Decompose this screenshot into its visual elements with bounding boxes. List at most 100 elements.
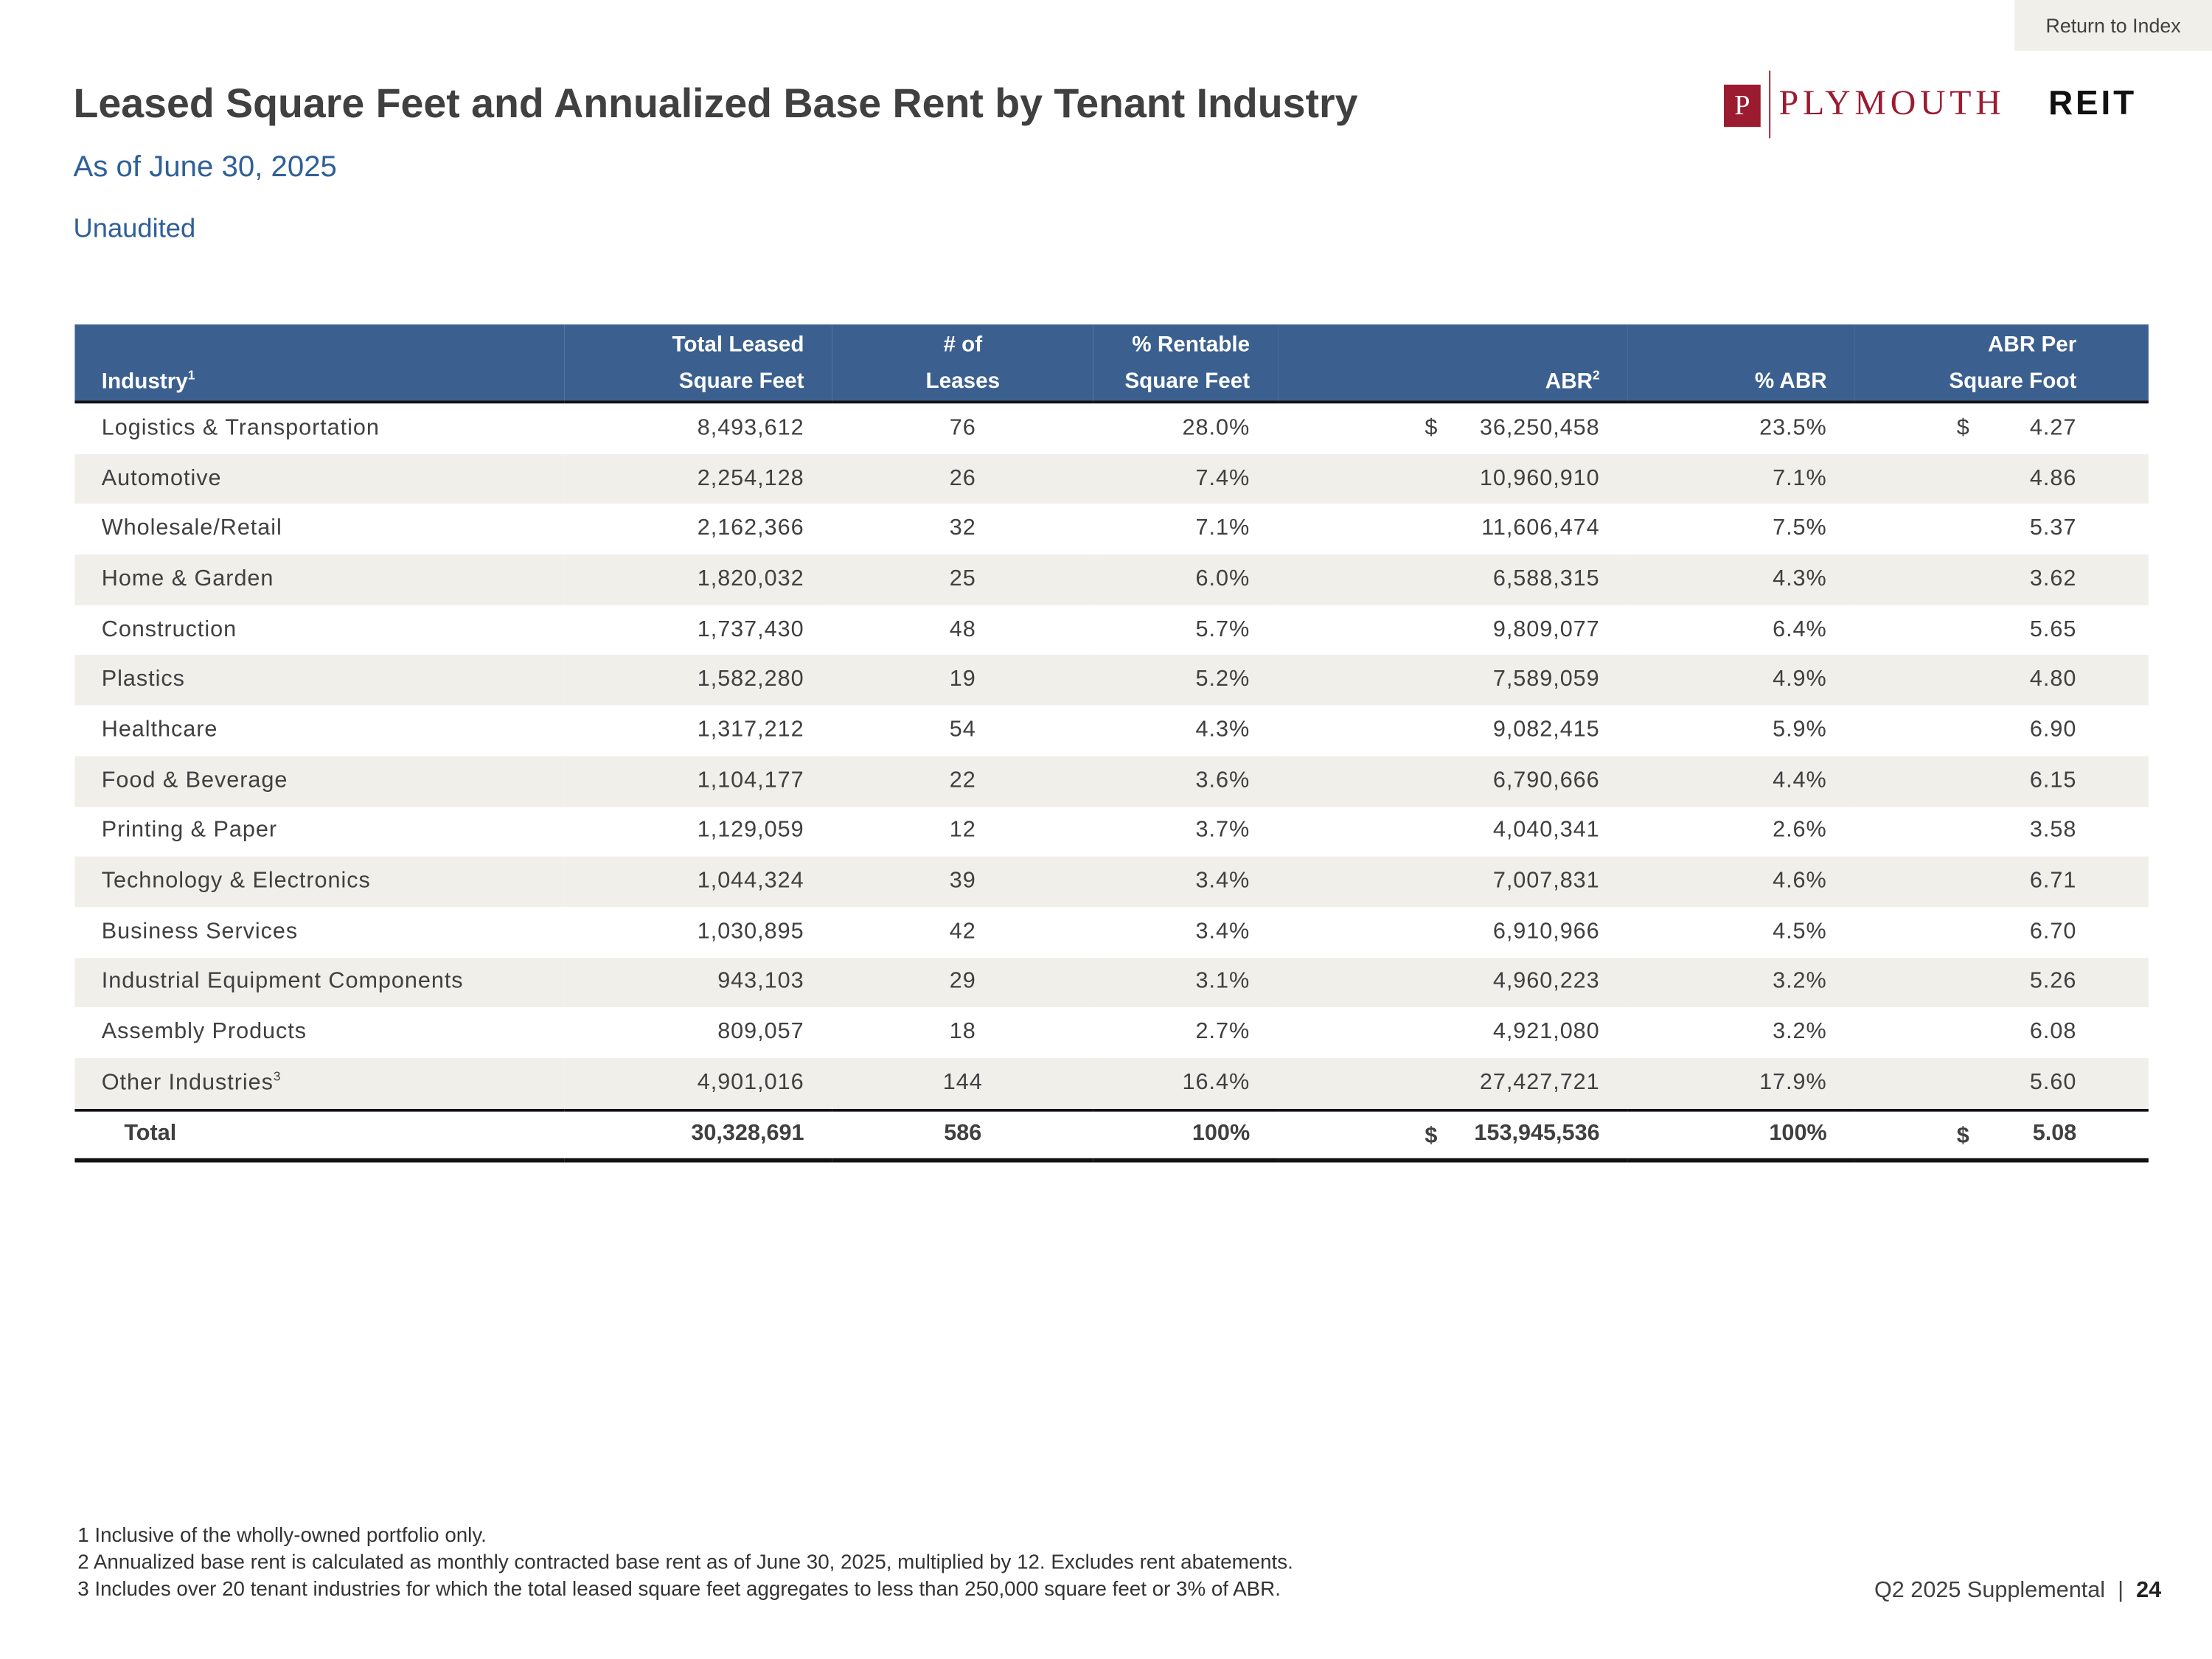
cell: 1,737,430 [697, 617, 804, 641]
table-row: Home & Garden 1,820,032 25 6.0% 6,588,315 4.3… [74, 554, 2149, 605]
cell: 7,007,831 [1278, 856, 1628, 907]
cell: 4.86 [1854, 453, 2149, 504]
cell-text: Food & Beverage [101, 768, 288, 793]
cell: $5.08 [1854, 1108, 2149, 1162]
cell-text: Construction [101, 617, 237, 641]
cell: 26 [832, 453, 1093, 504]
logo-divider [1769, 70, 1771, 139]
footer: Q2 2025 Supplemental | 24 [1874, 1579, 2161, 1604]
cell-text: Logistics & Transportation [101, 416, 380, 440]
cell: Industrial Equipment Components [74, 957, 565, 1008]
cell: Healthcare [74, 706, 564, 756]
cell: Construction [74, 605, 564, 655]
cell: Assembly Products [74, 1008, 564, 1058]
total-row: Total 30,328,691 586 100% $153,945,536 100% $5… [74, 1108, 2149, 1162]
cell-text: Total [124, 1121, 177, 1146]
cell-text: Industrial Equipment Components [101, 970, 464, 994]
cell: 39 [832, 856, 1093, 907]
table-row: Industrial Equipment Components 943,103 29… [74, 957, 2149, 1008]
cell: 6,588,315 [1278, 554, 1628, 605]
amount: 4.27 [2029, 416, 2077, 440]
currency: $ [1425, 1124, 1438, 1148]
cell: 6,910,966 [1492, 919, 1600, 944]
column-header: ABR2 [1278, 324, 1628, 404]
header-line: Leases [925, 369, 1001, 394]
cell: 22 [832, 756, 1093, 807]
cell: 16.4% [1093, 1057, 1279, 1110]
header-line: Industry [101, 369, 188, 394]
cell: 8,493,612 [697, 416, 804, 440]
cell: 7,589,059 [1278, 655, 1628, 706]
cell: 809,057 [717, 1020, 804, 1044]
cell: 25 [832, 554, 1093, 605]
cell: 5.65 [2029, 617, 2077, 641]
status: Unaudited [73, 214, 196, 244]
cell: $36,250,458 [1278, 402, 1627, 453]
header-row: Industry1 Total Leased Square Feet # of Leas… [74, 324, 2149, 404]
return-link[interactable]: Return to Index [2014, 0, 2212, 51]
cell: 5.60 [1854, 1057, 2149, 1110]
cell: 1,104,177 [564, 756, 832, 807]
note-ref: 1 [187, 368, 195, 383]
table-body: Logistics & Transportation 8,493,612 76 28.… [74, 402, 2149, 1162]
header-line: % ABR [1754, 369, 1827, 394]
cell: 4.3% [1195, 717, 1251, 742]
cell: 30,328,691 [564, 1108, 832, 1162]
cell: 6.15 [1854, 756, 2149, 807]
cell: 3.4% [1195, 919, 1251, 944]
cell: 11,606,474 [1481, 516, 1600, 541]
column-header: % ABR [1627, 324, 1855, 404]
cell: 3.62 [1854, 554, 2149, 605]
cell: 6.70 [2029, 919, 2077, 944]
table-row: Construction 1,737,430 48 5.7% 9,809,077 6.4%… [74, 605, 2149, 655]
cell: 1,129,059 [697, 818, 804, 843]
cell: Home & Garden [74, 554, 565, 605]
footnotes: 1 Inclusive of the wholly-owned portfoli… [77, 1523, 1293, 1604]
cell: 19 [832, 655, 1093, 706]
cell: 5.37 [2029, 516, 2077, 541]
cell: Other Industries3 [74, 1057, 565, 1110]
cell-text: Technology & Electronics [101, 869, 371, 894]
column-header: % Rentable Square Feet [1093, 324, 1279, 404]
header-line: Square Feet [678, 369, 804, 394]
cell: 5.2% [1093, 655, 1279, 706]
cell: 54 [949, 717, 976, 742]
logo-suffix: REIT [2048, 84, 2137, 123]
amount: 36,250,458 [1479, 416, 1600, 440]
cell-text: Printing & Paper [101, 818, 277, 843]
footnote: 2 Annualized base rent is calculated as … [77, 1551, 1293, 1575]
cell: 1,044,324 [564, 856, 832, 907]
header-line: ABR Per [1988, 333, 2077, 358]
column-header: # of Leases [832, 324, 1093, 404]
cell: $153,945,536 [1278, 1108, 1628, 1162]
table-row: Technology & Electronics 1,044,324 39 3.4% 7… [74, 856, 2149, 907]
table-row: Business Services 1,030,895 42 3.4% 6,910,96… [74, 907, 2149, 957]
column-header: ABR Per Square Foot [1854, 324, 2149, 404]
cell: 2,162,366 [697, 516, 804, 541]
cell: Food & Beverage [74, 756, 565, 807]
cell-text: Healthcare [101, 717, 218, 742]
note-ref: 2 [1593, 368, 1600, 383]
cell: 5.7% [1195, 617, 1251, 641]
cell: 3.6% [1093, 756, 1279, 807]
cell: 28.0% [1182, 416, 1251, 440]
table-row: Plastics 1,582,280 19 5.2% 7,589,059 4.9% 4.80 [74, 655, 2149, 706]
table-row: Other Industries3 4,901,016 144 16.4% 27,427… [74, 1057, 2149, 1110]
cell: 48 [949, 617, 976, 641]
cell: 6.4% [1773, 617, 1827, 641]
cell: 29 [832, 957, 1093, 1008]
subtitle: As of June 30, 2025 [73, 150, 337, 184]
currency: $ [1425, 416, 1439, 440]
cell-text: Other Industries [101, 1071, 274, 1096]
page-number: 24 [2136, 1578, 2162, 1603]
header-line: % Rentable [1132, 333, 1251, 358]
footer-label: Q2 2025 Supplemental [1874, 1578, 2106, 1603]
cell: 3.58 [2029, 818, 2077, 843]
cell-text: Business Services [101, 919, 299, 944]
cell: 4.80 [1854, 655, 2149, 706]
cell: 7.5% [1773, 516, 1827, 541]
cell: 12 [949, 818, 976, 843]
cell: 4,960,223 [1278, 957, 1628, 1008]
column-header: Total Leased Square Feet [564, 324, 832, 404]
